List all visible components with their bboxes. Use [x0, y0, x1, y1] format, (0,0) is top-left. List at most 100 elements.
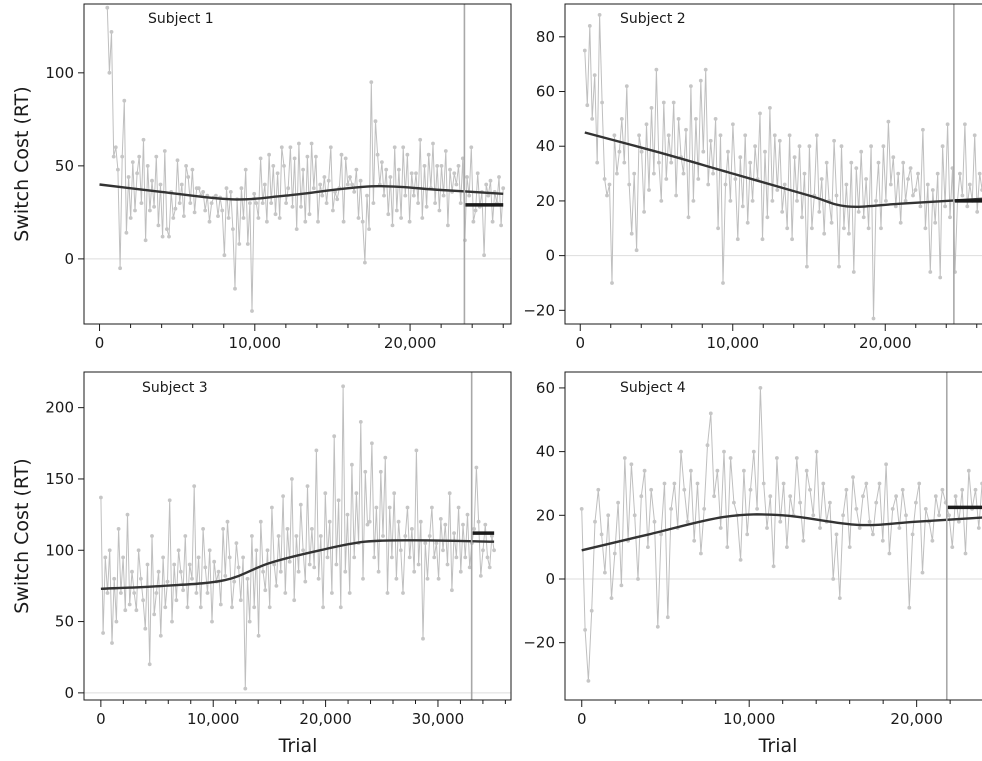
- panel-2-point: [854, 166, 859, 171]
- panel-1-ytick-label: 100: [45, 64, 74, 82]
- panel-3-point: [358, 420, 363, 424]
- panel-2-point: [965, 204, 970, 209]
- panel-1-point: [160, 234, 165, 239]
- panel-2-ytick-label: 0: [545, 247, 555, 265]
- panel-1-ytick-label: 0: [64, 250, 74, 268]
- panel-4-ytick-label: 40: [536, 443, 555, 461]
- panel-3-point: [178, 569, 183, 574]
- panel-2-point: [721, 281, 725, 285]
- panel-3-point: [170, 619, 174, 624]
- panel-2-point: [735, 237, 740, 242]
- panel-4-point: [818, 526, 822, 530]
- panel-2-point: [642, 210, 646, 214]
- panel-3-point: [294, 534, 299, 538]
- panel-2-point: [819, 177, 824, 181]
- panel-4-point: [745, 532, 750, 537]
- panel-2-point: [698, 78, 703, 83]
- panel-2-point: [918, 204, 923, 209]
- panel-1-point: [467, 193, 472, 198]
- panel-3-point: [274, 584, 279, 588]
- panel-4-point: [725, 545, 730, 549]
- panel-2-point: [913, 188, 918, 192]
- panel-1-point: [305, 154, 310, 159]
- panel-1-point: [446, 223, 450, 228]
- panel-4-point: [672, 481, 677, 486]
- panel-2-point: [684, 127, 688, 132]
- panel-3-point: [374, 505, 379, 510]
- panel-2-point: [893, 204, 898, 209]
- panel-2-trend-line: [584, 131, 982, 208]
- panel-2-point: [716, 226, 720, 231]
- panel-3-point: [325, 555, 330, 560]
- panel-3-point: [285, 527, 290, 531]
- panel-2-point: [777, 138, 782, 143]
- panel-1-point: [250, 309, 254, 313]
- panel-4-xlabel: Trial: [758, 735, 798, 757]
- panel-3-point: [201, 527, 206, 531]
- panel-3-point: [134, 608, 139, 613]
- panel-2-point: [805, 264, 809, 269]
- panel-2-xtick-label: 10,000: [707, 334, 760, 352]
- panel-1-point: [331, 208, 335, 213]
- panel-3-point: [132, 591, 137, 595]
- panel-3-point: [305, 484, 310, 488]
- panel-3-point: [143, 626, 148, 631]
- panel-1-point: [111, 154, 116, 159]
- panel-3-point: [176, 548, 181, 553]
- panel-3-point: [345, 512, 350, 517]
- panel-2-point: [916, 171, 920, 176]
- panel-4-point: [583, 628, 587, 632]
- panel-4-point: [629, 462, 634, 467]
- panel-1-point: [435, 164, 440, 168]
- panel-1-point: [122, 98, 127, 103]
- panel-2-point: [940, 144, 945, 149]
- panel-1-point: [284, 201, 288, 206]
- panel-1-point: [443, 149, 448, 153]
- panel-1-point: [286, 186, 291, 191]
- panel-2-ytick-label: −20: [523, 301, 555, 319]
- panel-1-point: [113, 145, 118, 150]
- panel-4-point: [973, 487, 978, 492]
- panel-1-point: [367, 227, 371, 232]
- panel-4-point: [596, 487, 601, 492]
- panel-3-point: [141, 598, 146, 603]
- panel-4-point: [639, 494, 644, 499]
- panel-4-point: [728, 456, 733, 460]
- panel-1-point: [137, 154, 142, 159]
- panel-4-point: [821, 481, 826, 486]
- panel-1-ylabel: Switch Cost (RT): [11, 86, 33, 241]
- panel-1-point: [375, 152, 380, 157]
- panel-3-point: [163, 605, 168, 610]
- panel-2-point: [597, 13, 602, 17]
- panel-3-point: [234, 541, 239, 545]
- panel-2-point: [782, 182, 787, 187]
- panel-2-point: [723, 182, 728, 187]
- panel-1-point: [150, 178, 154, 183]
- panel-2-point: [772, 133, 777, 138]
- panel-2-point: [652, 171, 656, 176]
- panel-3-point: [212, 559, 217, 564]
- panel-1-point: [399, 216, 403, 220]
- panel-1-point: [241, 216, 246, 220]
- panel-3-point: [316, 576, 321, 581]
- panel-2-point: [627, 182, 632, 187]
- panel-3-point: [450, 588, 454, 593]
- panel-1-point: [201, 190, 206, 194]
- panel-4-point: [722, 449, 726, 454]
- panel-3-point: [365, 522, 370, 527]
- panel-2-point: [696, 177, 701, 181]
- panel-3-point: [354, 491, 359, 496]
- panel-1-point: [273, 212, 278, 217]
- panel-2-point: [610, 281, 614, 285]
- panel-3-point: [303, 579, 308, 584]
- panel-4-point: [854, 507, 859, 511]
- panel-2-point: [822, 231, 827, 236]
- panel-3-point: [474, 465, 479, 470]
- panel-1-point: [292, 156, 297, 161]
- panel-3-point: [418, 519, 423, 524]
- panel-1-point: [311, 186, 316, 191]
- panel-3-point: [447, 491, 452, 496]
- panel-3-point: [478, 574, 483, 578]
- panel-2-point: [765, 215, 770, 220]
- panel-1-point: [392, 145, 397, 150]
